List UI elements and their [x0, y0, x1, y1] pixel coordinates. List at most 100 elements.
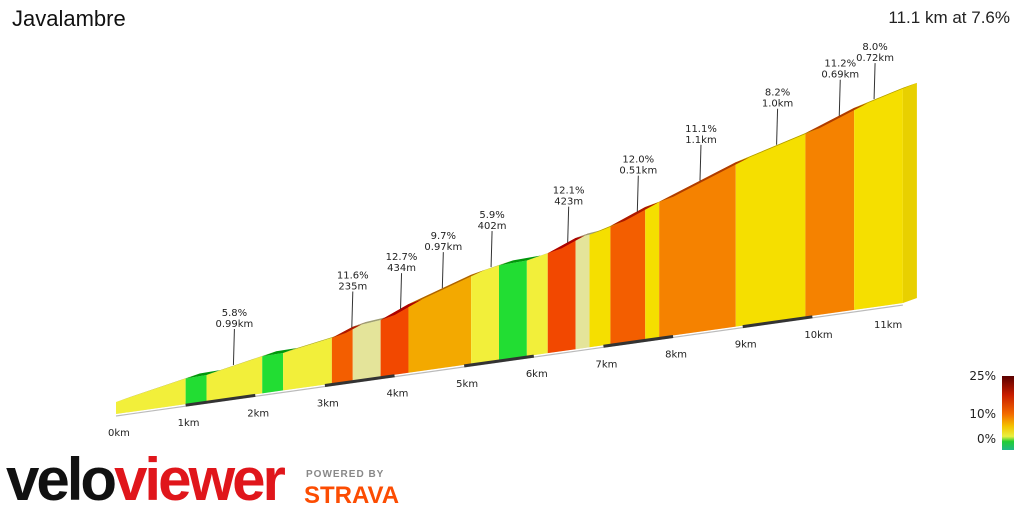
climb-summary: 11.1 km at 7.6%	[888, 8, 1010, 27]
annotation-length-8: 1.0km	[762, 99, 793, 110]
annotation-leader-5	[567, 206, 570, 243]
annotation-gradient-8: 8.2%	[765, 88, 790, 99]
segment-wall-0	[116, 378, 186, 414]
km-band-1	[185, 393, 256, 407]
segment-top-18	[735, 128, 820, 163]
annotation-gradient-5: 12.1%	[553, 186, 585, 197]
segment-top-15	[610, 202, 660, 227]
segment-annotations: 5.8%0.99km 11.6%235m 12.7%434m 9.7%0.97km 5.…	[216, 42, 894, 366]
segment-wall-3	[262, 352, 284, 394]
annotation-length-4: 402m	[478, 221, 507, 232]
annotation-leader-9	[838, 79, 841, 116]
legend-label-2: 0%	[977, 432, 996, 446]
annotation-leader-8	[776, 108, 779, 145]
annotation-length-3: 0.97km	[424, 242, 462, 253]
segment-top-5	[331, 321, 367, 338]
km-label-0: 0km	[108, 428, 130, 439]
km-band-7	[603, 334, 674, 348]
annotation-length-5: 423m	[554, 197, 583, 208]
segment-top-6	[352, 315, 395, 327]
annotation-leader-2	[400, 273, 403, 310]
segment-wall-16	[645, 201, 660, 340]
segment-wall-20	[854, 87, 903, 310]
segment-top-12	[547, 232, 590, 254]
veloviewer-logo: veloviewer POWERED BY STRAVA	[6, 450, 399, 510]
gradient-legend: 25%10%0%-10%-25%	[969, 369, 1014, 450]
segment-wall-2	[206, 356, 263, 402]
segment-wall-10	[499, 260, 527, 360]
segment-wall-18	[735, 133, 806, 327]
annotation-leader-7	[699, 144, 702, 181]
annotation-length-7: 1.1km	[685, 135, 716, 146]
legend-label-0: 25%	[969, 369, 996, 383]
logo-velo: velo	[6, 450, 115, 510]
segment-wall-11	[526, 253, 548, 357]
annotation-leader-6	[636, 175, 639, 212]
km-label-7: 7km	[595, 359, 617, 370]
segment-wall-17	[659, 162, 736, 338]
segment-top-1	[185, 370, 221, 379]
segment-wall-15	[610, 207, 646, 345]
svg-text:veloviewer: veloviewer	[6, 450, 286, 510]
annotation-gradient-0: 5.8%	[222, 308, 247, 319]
km-band-5	[463, 354, 535, 368]
km-label-2: 2km	[247, 408, 269, 419]
annotation-gradient-3: 9.7%	[431, 231, 456, 242]
powered-by-label: POWERED BY	[306, 469, 384, 480]
segment-top-17	[659, 157, 750, 202]
annotation-gradient-1: 11.6%	[337, 270, 369, 281]
km-label-6: 6km	[526, 369, 548, 380]
profile-top-edges	[116, 82, 917, 402]
annotation-leader-10	[873, 63, 876, 100]
annotation-length-1: 235m	[338, 281, 367, 292]
segment-top-16	[645, 196, 674, 208]
segment-wall-9	[471, 265, 499, 364]
legend-label-1: 10%	[969, 407, 996, 421]
annotation-length-2: 434m	[387, 263, 416, 274]
segment-top-10	[499, 255, 541, 266]
annotation-leader-0	[232, 328, 235, 366]
segment-wall-14	[589, 226, 611, 348]
annotation-leader-1	[351, 291, 354, 328]
segment-top-4	[283, 332, 346, 353]
km-label-9: 9km	[735, 340, 757, 351]
segment-top-2	[206, 351, 277, 376]
annotation-gradient-10: 8.0%	[862, 42, 887, 53]
km-label-3: 3km	[317, 399, 339, 410]
segment-top-3	[262, 347, 298, 357]
km-label-10: 10km	[804, 330, 832, 341]
km-band-9	[742, 315, 813, 329]
annotation-length-6: 0.51km	[619, 166, 657, 177]
km-band-3	[324, 374, 395, 388]
km-label-8: 8km	[665, 349, 687, 360]
climb-title: Javalambre	[12, 6, 126, 31]
km-label-1: 1km	[178, 418, 200, 429]
segment-wall-1	[185, 375, 207, 405]
annotation-leader-3	[441, 252, 444, 289]
elevation-profile-chart: 0km 1km 2km 3km 4km 5km 6km 7km 8km 9km 10km 11km 5…	[108, 42, 1014, 450]
logo-viewer: viewer	[114, 450, 285, 510]
km-label-4: 4km	[387, 389, 409, 400]
segment-wall-13	[575, 234, 590, 350]
annotation-length-10: 0.72km	[856, 53, 894, 64]
gradient-legend-bar	[1002, 376, 1014, 450]
segment-top-14	[589, 221, 625, 235]
annotation-length-0: 0.99km	[216, 319, 254, 330]
segment-top-7	[380, 299, 423, 321]
annotation-length-9: 0.69km	[821, 70, 859, 81]
strava-logo: STRAVA	[304, 482, 399, 509]
segment-top-19	[805, 102, 869, 134]
segment-wall-5	[331, 326, 353, 384]
segment-wall-19	[805, 107, 855, 317]
segment-wall-12	[547, 237, 576, 354]
segment-top-0	[116, 373, 200, 402]
km-label-11: 11km	[874, 320, 902, 331]
segment-top-8	[408, 269, 486, 305]
annotation-gradient-4: 5.9%	[479, 210, 504, 221]
annotation-gradient-2: 12.7%	[386, 252, 418, 263]
segment-top-13	[575, 229, 604, 238]
profile-end-face	[902, 82, 917, 304]
segment-wall-7	[380, 304, 409, 377]
annotation-leader-4	[490, 231, 493, 268]
km-ticks: 0km 1km 2km 3km 4km 5km 6km 7km 8km 9km 10km 11km	[108, 315, 902, 439]
